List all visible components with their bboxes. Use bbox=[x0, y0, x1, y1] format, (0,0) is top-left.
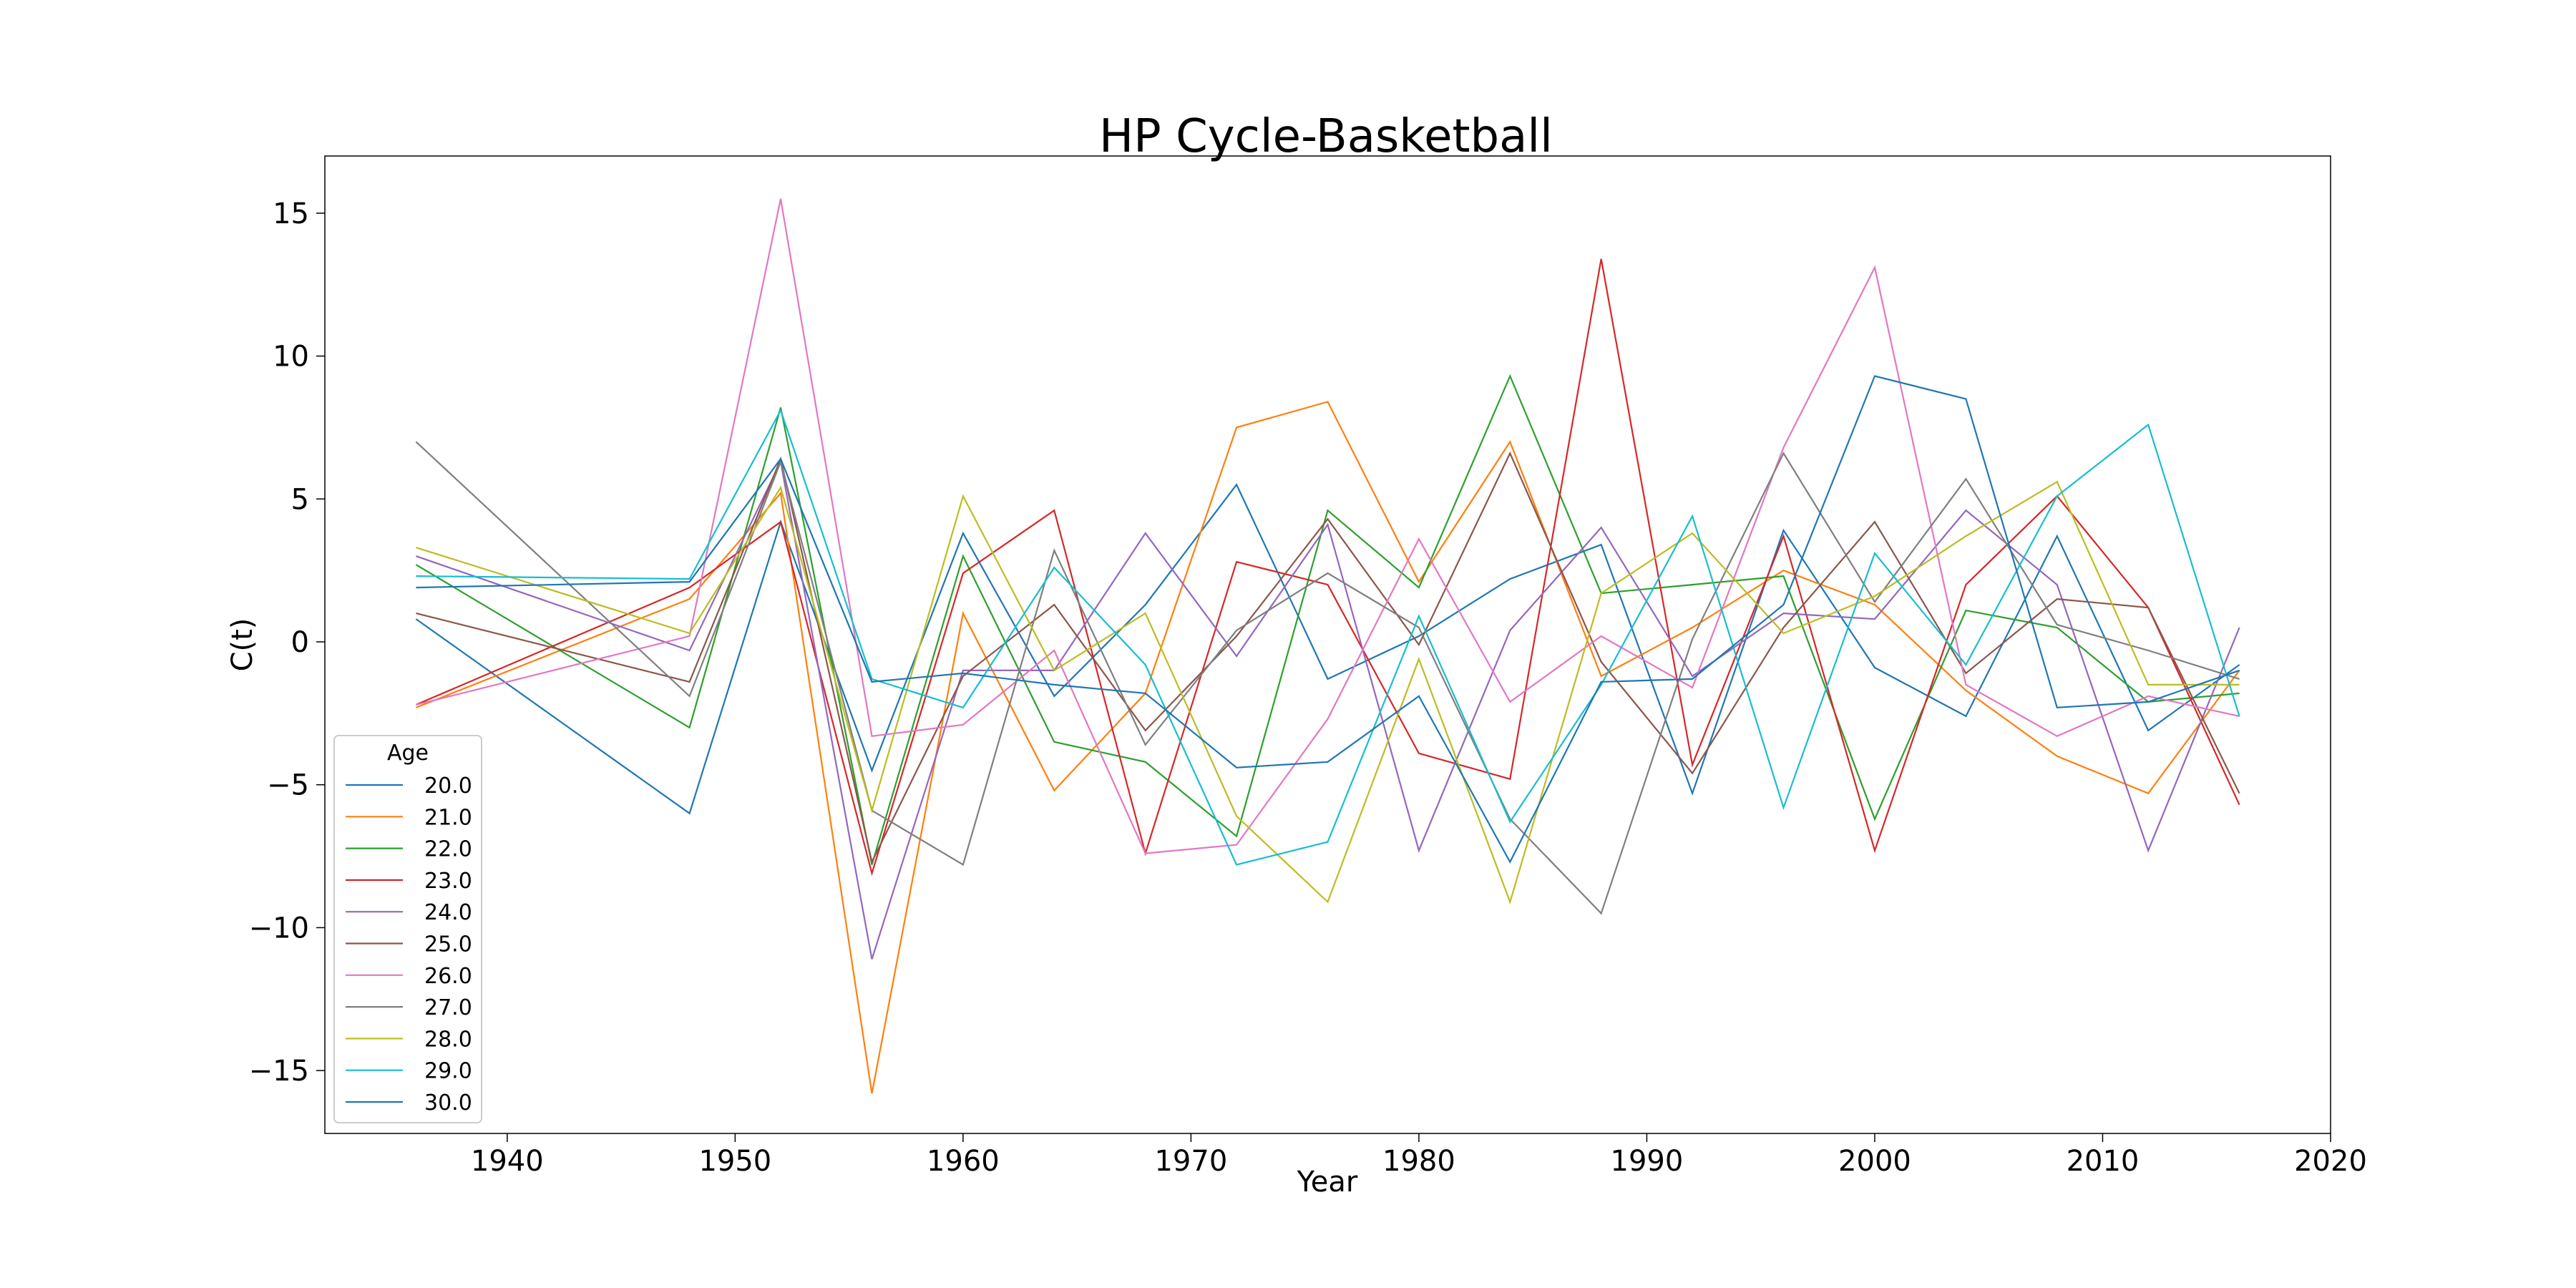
y-tick-label: −15 bbox=[249, 1055, 309, 1088]
y-tick-label: 5 bbox=[291, 483, 309, 516]
legend: Age 20.0 21.0 22.0 23.0 24.0 25.0 26.0 27.0 28.0… bbox=[333, 735, 482, 1123]
y-tick-label: 15 bbox=[273, 197, 309, 230]
y-tick-label: 0 bbox=[291, 626, 309, 659]
legend-label-26.0: 26.0 bbox=[424, 964, 472, 989]
series-line-29.0 bbox=[416, 408, 2240, 866]
series-line-24.0 bbox=[416, 459, 2240, 960]
series-line-23.0 bbox=[415, 258, 2240, 877]
x-axis: 1940 1950 1960 1970 1980 1990 2000 2010 2020 bbox=[471, 1133, 2367, 1178]
y-tick-label: −5 bbox=[267, 769, 309, 802]
x-tick-label: 2000 bbox=[1838, 1145, 1911, 1178]
x-tick-label: 2010 bbox=[2067, 1145, 2140, 1178]
legend-label-23.0: 23.0 bbox=[424, 869, 472, 894]
series-line-26.0 bbox=[416, 198, 2240, 854]
series-layer bbox=[415, 198, 2240, 1094]
series-line-30.0 bbox=[416, 375, 2240, 864]
series-line-20.0 bbox=[415, 483, 2240, 815]
y-axis: −15 −10 −5 0 5 10 15 bbox=[249, 197, 325, 1088]
x-tick-label: 1960 bbox=[927, 1145, 1000, 1178]
legend-label-20.0: 20.0 bbox=[424, 774, 472, 799]
legend-items: 20.0 21.0 22.0 23.0 24.0 25.0 26.0 27.0 28.0 29.0… bbox=[346, 774, 472, 1116]
y-axis-label: C(t) bbox=[226, 618, 259, 672]
plot-frame bbox=[324, 155, 2331, 1134]
y-tick-label: −10 bbox=[249, 912, 309, 945]
legend-label-29.0: 29.0 bbox=[424, 1059, 472, 1084]
legend-label-21.0: 21.0 bbox=[424, 805, 472, 830]
x-tick-label: 1970 bbox=[1154, 1145, 1227, 1178]
x-tick-label: 2020 bbox=[2294, 1145, 2367, 1178]
y-tick-label: 10 bbox=[273, 341, 309, 374]
legend-label-24.0: 24.0 bbox=[424, 900, 472, 925]
x-tick-label: 1950 bbox=[698, 1145, 771, 1178]
x-tick-label: 1940 bbox=[471, 1145, 544, 1178]
legend-label-27.0: 27.0 bbox=[424, 995, 472, 1020]
x-tick-label: 1980 bbox=[1382, 1145, 1455, 1178]
chart-title: HP Cycle-Basketball bbox=[1099, 110, 1553, 163]
x-tick-label: 1990 bbox=[1611, 1145, 1684, 1178]
legend-frame bbox=[333, 735, 482, 1123]
legend-label-28.0: 28.0 bbox=[424, 1027, 472, 1052]
series-line-25.0 bbox=[416, 451, 2240, 864]
legend-label-25.0: 25.0 bbox=[424, 932, 472, 957]
series-line-21.0 bbox=[415, 401, 2240, 1094]
x-axis-label: Year bbox=[1297, 1166, 1358, 1199]
legend-label-22.0: 22.0 bbox=[424, 837, 472, 862]
series-line-22.0 bbox=[415, 374, 2240, 865]
legend-label-30.0: 30.0 bbox=[424, 1091, 472, 1116]
legend-title: Age bbox=[387, 741, 429, 766]
series-line-28.0 bbox=[416, 480, 2240, 904]
